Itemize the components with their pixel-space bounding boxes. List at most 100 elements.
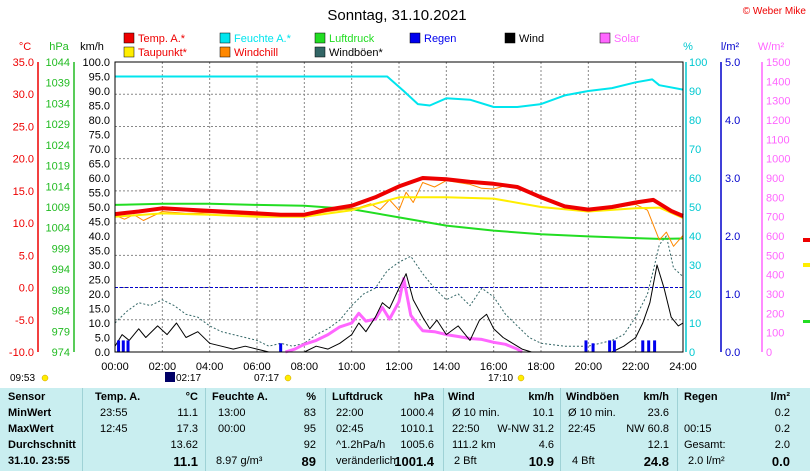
table-divider	[443, 388, 444, 471]
rain-tick: 0.0	[725, 347, 740, 359]
solar-tick: 1000	[766, 154, 790, 166]
humidity-tick: 90	[689, 86, 701, 98]
humidity-tick: 50	[689, 202, 701, 214]
table-cell: 11.1	[173, 454, 198, 469]
table-header: °C	[185, 391, 198, 403]
table-divider	[325, 388, 326, 471]
humidity-tick: 80	[689, 115, 701, 127]
humidity-tick: 20	[689, 289, 701, 301]
x-tick: 04:00	[196, 361, 224, 373]
solar-tick: 1400	[766, 76, 790, 88]
wind-tick: 60.0	[89, 173, 110, 185]
solar-tick: 1200	[766, 115, 790, 127]
table-cell: 10.1	[532, 407, 554, 419]
temp-tick: -5.0	[15, 315, 34, 327]
axis-units: °C hPa km/h% l/m² W/m²	[19, 41, 785, 53]
pressure-tick: 1034	[46, 98, 70, 110]
wind-tick: 75.0	[89, 130, 110, 142]
solar-tick: 1300	[766, 96, 790, 108]
wind-tick: 80.0	[89, 115, 110, 127]
table-cell: 2.0 l/m²	[688, 455, 725, 467]
table-cell: W-NW 31.2	[497, 423, 554, 435]
temp-tick: 10.0	[13, 218, 34, 230]
table-divider	[560, 388, 561, 471]
wind-tick: 20.0	[89, 289, 110, 301]
legend-swatch	[123, 32, 135, 44]
humidity-tick: 60	[689, 173, 701, 185]
legend: Temp. A.* Feuchte A.* Luftdruck Regen Wind So…	[123, 32, 640, 59]
table-cell: 1000.4	[400, 407, 434, 419]
rain-bar	[653, 340, 657, 352]
solar-tick: 100	[766, 328, 784, 340]
table-header: Feuchte A.	[212, 391, 268, 403]
table-cell: 92	[303, 439, 316, 451]
table-cell: 10.9	[528, 454, 554, 469]
table-cell: 111.2 km	[452, 439, 496, 451]
rain-bar	[279, 343, 283, 352]
wind-tick: 95.0	[89, 72, 110, 84]
pressure-tick: 1009	[46, 202, 70, 214]
rain-bar	[117, 340, 121, 352]
rain-unit: l/m²	[721, 41, 740, 53]
table-cell: 13:00	[218, 407, 246, 419]
moon-icon	[165, 372, 175, 382]
chart-title: Sonntag, 31.10.2021	[327, 7, 466, 24]
legend-swatch	[314, 32, 326, 44]
table-header: Luftdruck	[332, 391, 383, 403]
daylength-label: 09:53	[10, 373, 35, 384]
legend-label: Windböen*	[329, 47, 384, 59]
table-cell: ^1.2hPa/h	[336, 439, 386, 451]
solar-tick: 500	[766, 250, 784, 262]
pressure-tick: 994	[52, 264, 70, 276]
humidity-tick: 10	[689, 318, 701, 330]
series-windb-en	[114, 235, 684, 347]
table-header: Windböen	[566, 391, 620, 403]
solar-tick: 1500	[766, 57, 790, 69]
legend-label: Wind	[519, 33, 544, 45]
rain-bar	[612, 340, 616, 352]
series-group	[114, 75, 684, 354]
solar-tick: 400	[766, 270, 784, 282]
rain-bar	[641, 340, 645, 352]
humidity-tick: 30	[689, 260, 701, 272]
table-cell: 17.3	[176, 423, 198, 435]
table-header: %	[306, 391, 316, 403]
table-cell: 00:00	[218, 423, 246, 435]
humidity-tick: 100	[689, 57, 707, 69]
humidity-tick: 0	[689, 347, 695, 359]
pressure-tick: 989	[52, 285, 70, 297]
legend-label: Feuchte A.*	[234, 33, 292, 45]
temp-tick: 30.0	[13, 89, 34, 101]
solar-tick: 300	[766, 289, 784, 301]
temp-tick: 25.0	[13, 121, 34, 133]
wind-tick: 25.0	[89, 275, 110, 287]
x-tick: 20:00	[575, 361, 603, 373]
wind-tick: 5.0	[95, 333, 110, 345]
temp-tick: 0.0	[19, 283, 34, 295]
pressure-unit: hPa	[49, 41, 69, 53]
table-divider	[205, 388, 206, 471]
table-cell: NW 60.8	[626, 423, 669, 435]
current-dewpoint-marker	[803, 263, 810, 267]
x-tick: 02:00	[149, 361, 177, 373]
table-cell: 4.6	[538, 439, 554, 451]
solar-unit: W/m²	[758, 41, 785, 53]
legend-swatch	[599, 32, 611, 44]
sunset-label: 17:10	[488, 373, 513, 384]
sunrise-label: 07:17	[254, 373, 279, 384]
pressure-tick: 1029	[46, 119, 70, 131]
pressure-tick: 1004	[46, 223, 70, 235]
x-tick: 18:00	[527, 361, 555, 373]
solar-tick: 900	[766, 173, 784, 185]
temp-tick: 20.0	[13, 154, 34, 166]
table-header: hPa	[413, 391, 434, 403]
rain-bar	[591, 343, 595, 352]
temp-unit: °C	[19, 41, 31, 53]
x-tick: 24:00	[669, 361, 697, 373]
legend-swatch	[123, 46, 135, 58]
wind-tick: 30.0	[89, 260, 110, 272]
temp-tick: -10.0	[9, 347, 34, 359]
x-tick: 16:00	[480, 361, 508, 373]
table-divider	[82, 388, 83, 471]
wind-tick: 100.0	[82, 57, 110, 69]
